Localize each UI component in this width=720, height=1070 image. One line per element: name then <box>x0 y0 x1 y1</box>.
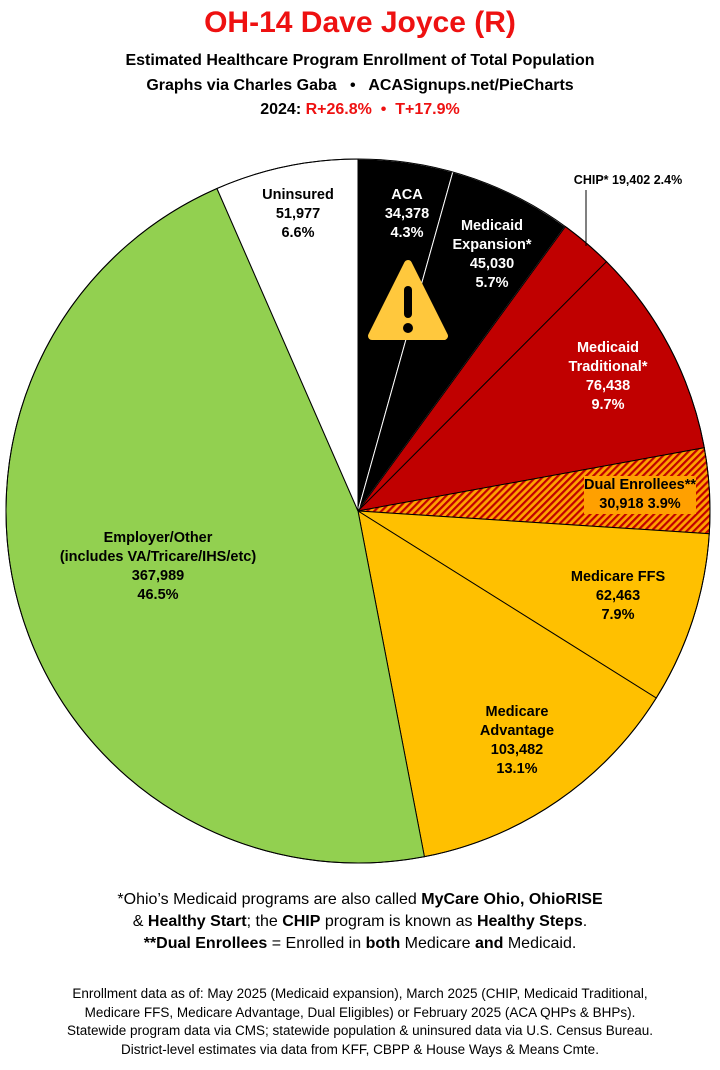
label-medicaid-traditional: Medicaid Traditional* 76,438 9.7% <box>568 340 648 413</box>
credit-line: Graphs via Charles Gaba • ACASignups.net… <box>0 77 720 95</box>
chart-subtitle: Estimated Healthcare Program Enrollment … <box>125 52 595 69</box>
chart-title: OH-14 Dave Joyce (R) <box>204 6 516 39</box>
label-medicare-advantage: Medicare Advantage 103,482 13.1% <box>479 704 555 777</box>
label-aca: ACA 34,378 4.3% <box>384 187 430 241</box>
label-chip: CHIP* 19,402 2.4% <box>573 173 683 187</box>
label-medicare-ffs: Medicare FFS 62,463 7.9% <box>570 569 666 623</box>
footnotes: *Ohio’s Medicaid programs are also calle… <box>117 891 603 952</box>
label-uninsured: Uninsured 51,977 6.6% <box>262 187 334 241</box>
label-employer-other: Employer/Other (includes VA/Tricare/IHS/e… <box>59 530 257 603</box>
source-footer: Enrollment data as of: May 2025 (Medicai… <box>66 986 654 1057</box>
pie-outline <box>5 158 711 864</box>
warning-icon <box>368 260 448 340</box>
partisan-margins: R+26.8% • T+17.9% <box>305 101 460 118</box>
label-medicaid-expansion: Medicaid Expansion* 45,030 5.7% <box>452 218 532 291</box>
year-label: 2024: <box>260 101 302 118</box>
partisan-line: 2024: R+26.8% • T+17.9% <box>0 101 720 119</box>
label-dual-enrollees: Dual Enrollees** 30,918 3.9% <box>583 476 697 514</box>
credit-text: Graphs via Charles Gaba • ACASignups.net… <box>146 77 574 94</box>
